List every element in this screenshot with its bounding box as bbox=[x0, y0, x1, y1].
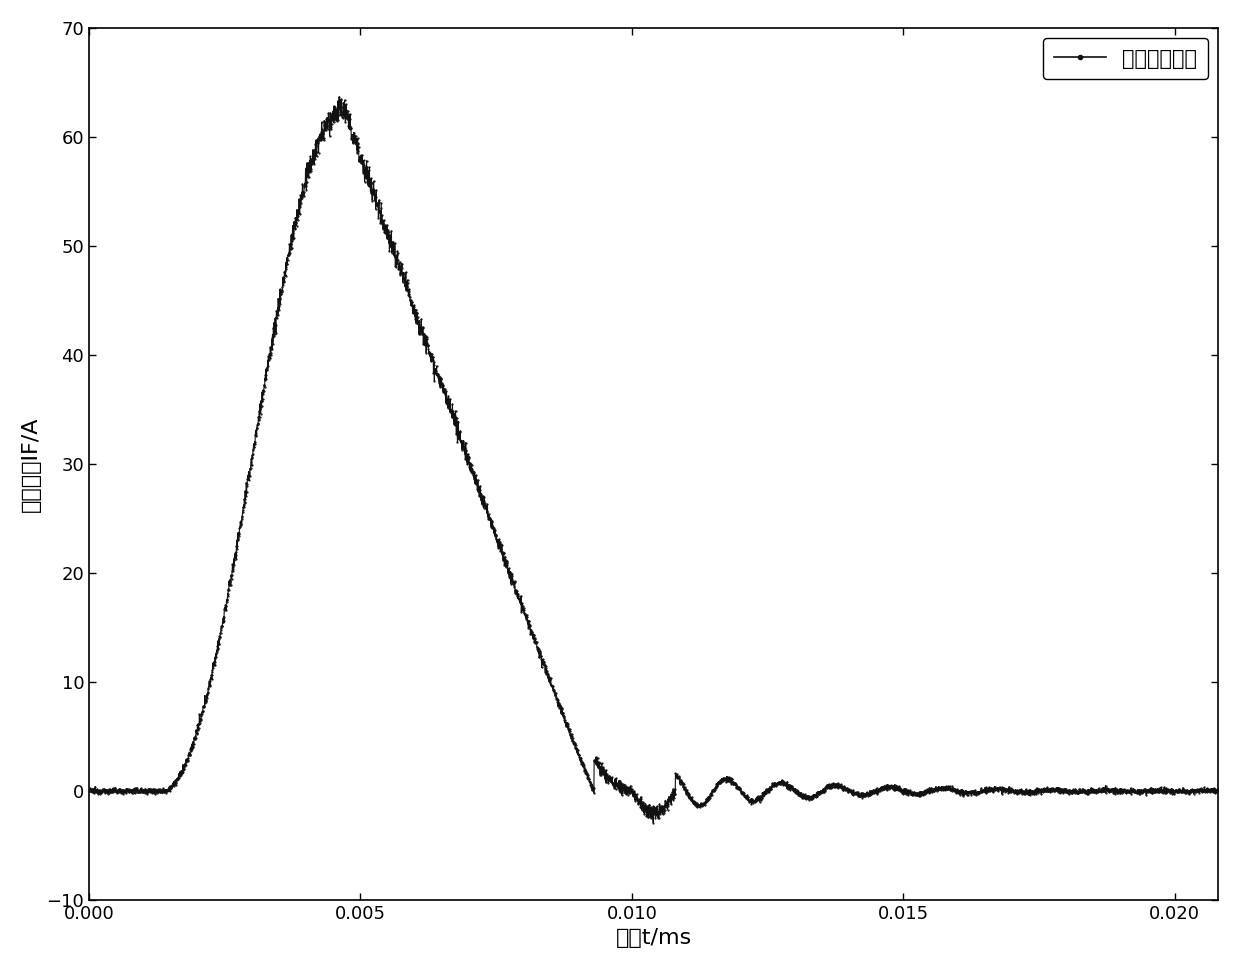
X-axis label: 时间t/ms: 时间t/ms bbox=[616, 928, 691, 949]
Y-axis label: 浪涌电流IF/A: 浪涌电流IF/A bbox=[21, 416, 41, 512]
Legend: 浪涌电流波形: 浪涌电流波形 bbox=[1043, 38, 1208, 79]
